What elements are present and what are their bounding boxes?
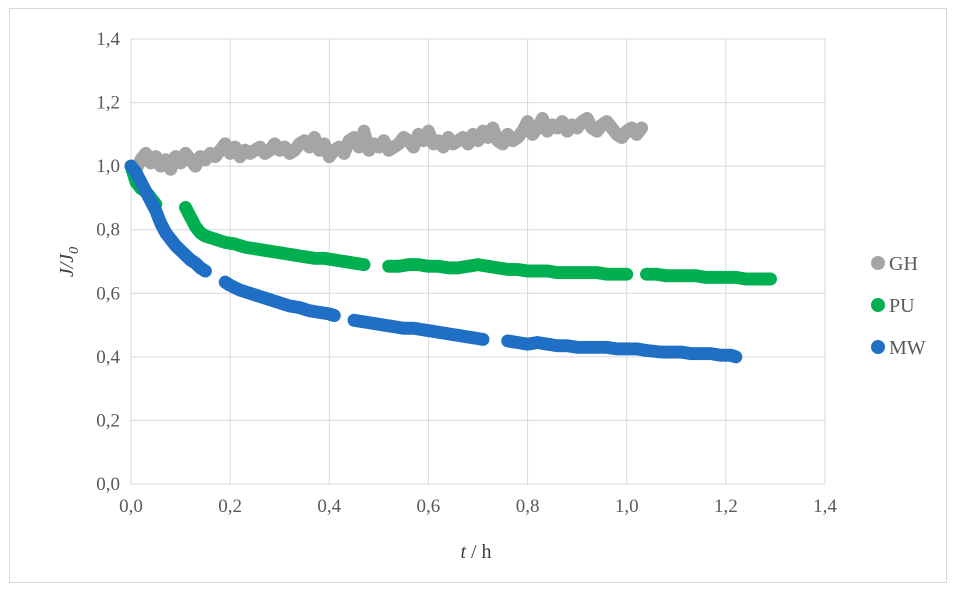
legend-label-mw: MW xyxy=(889,337,926,359)
y-tick-label: 1,2 xyxy=(96,93,120,114)
y-tick-label: 0,6 xyxy=(96,283,120,304)
y-axis-title-main: J/J xyxy=(56,253,78,277)
data-point xyxy=(327,309,341,323)
data-point xyxy=(763,272,777,286)
x-tick-label: 0,6 xyxy=(417,496,441,517)
x-tick-label: 1,2 xyxy=(714,496,738,517)
x-tick-label: 0,8 xyxy=(516,496,540,517)
legend-marker-gh xyxy=(871,256,885,270)
series-layer xyxy=(124,111,777,364)
y-tick-label: 1,0 xyxy=(96,156,120,177)
y-tick-label: 0,2 xyxy=(96,410,120,431)
x-axis-title-italic: t xyxy=(460,541,466,563)
legend: GH PU MW xyxy=(871,253,926,359)
chart-frame xyxy=(9,8,947,583)
x-axis-title-rest: / h xyxy=(466,541,492,563)
x-tick-label: 0,4 xyxy=(317,496,341,517)
data-point xyxy=(620,267,634,281)
legend-label-pu: PU xyxy=(889,295,915,317)
y-tick-label: 0,0 xyxy=(96,474,120,495)
tick-labels: 0,0 0,2 0,4 0,6 0,8 1,0 1,2 1,4 0,0 0,2 0,4 0,6 0,8 1… xyxy=(96,29,837,517)
y-tick-label: 0,8 xyxy=(96,220,120,241)
y-axis-title: J/J0 xyxy=(56,247,82,277)
data-point xyxy=(635,121,649,135)
data-point xyxy=(198,264,212,278)
series-pu xyxy=(124,159,777,286)
data-point xyxy=(476,332,490,346)
legend-label-gh: GH xyxy=(889,253,918,275)
x-tick-label: 0,0 xyxy=(119,496,143,517)
x-axis-title: t / h xyxy=(460,541,491,563)
legend-marker-pu xyxy=(871,298,885,312)
x-tick-label: 1,4 xyxy=(813,496,837,517)
data-point xyxy=(729,350,743,364)
y-axis-title-sub: 0 xyxy=(67,247,82,254)
x-tick-label: 1,0 xyxy=(615,496,639,517)
legend-marker-mw xyxy=(871,340,885,354)
y-tick-label: 1,4 xyxy=(96,29,120,50)
y-tick-label: 0,4 xyxy=(96,347,120,368)
x-tick-label: 0,2 xyxy=(218,496,242,517)
gridlines xyxy=(130,38,826,485)
data-point xyxy=(357,258,371,272)
series-mw xyxy=(124,159,743,364)
